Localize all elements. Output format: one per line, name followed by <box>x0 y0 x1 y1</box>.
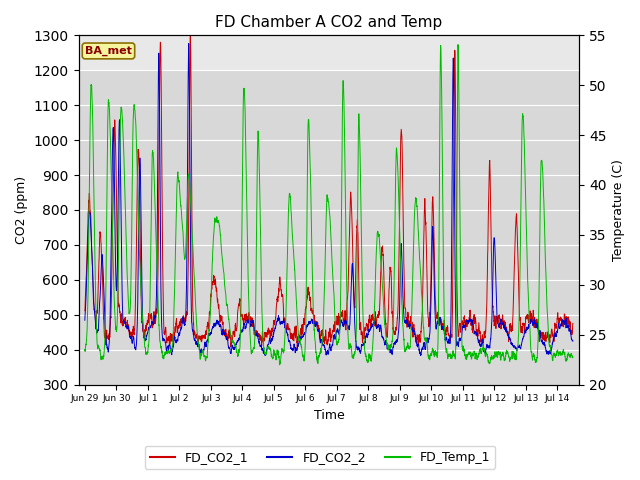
Text: BA_met: BA_met <box>85 46 132 56</box>
Y-axis label: CO2 (ppm): CO2 (ppm) <box>15 176 28 244</box>
Legend: FD_CO2_1, FD_CO2_2, FD_Temp_1: FD_CO2_1, FD_CO2_2, FD_Temp_1 <box>145 446 495 469</box>
Y-axis label: Temperature (C): Temperature (C) <box>612 159 625 261</box>
Bar <box>79 36 579 70</box>
X-axis label: Time: Time <box>314 409 344 422</box>
Title: FD Chamber A CO2 and Temp: FD Chamber A CO2 and Temp <box>215 15 442 30</box>
